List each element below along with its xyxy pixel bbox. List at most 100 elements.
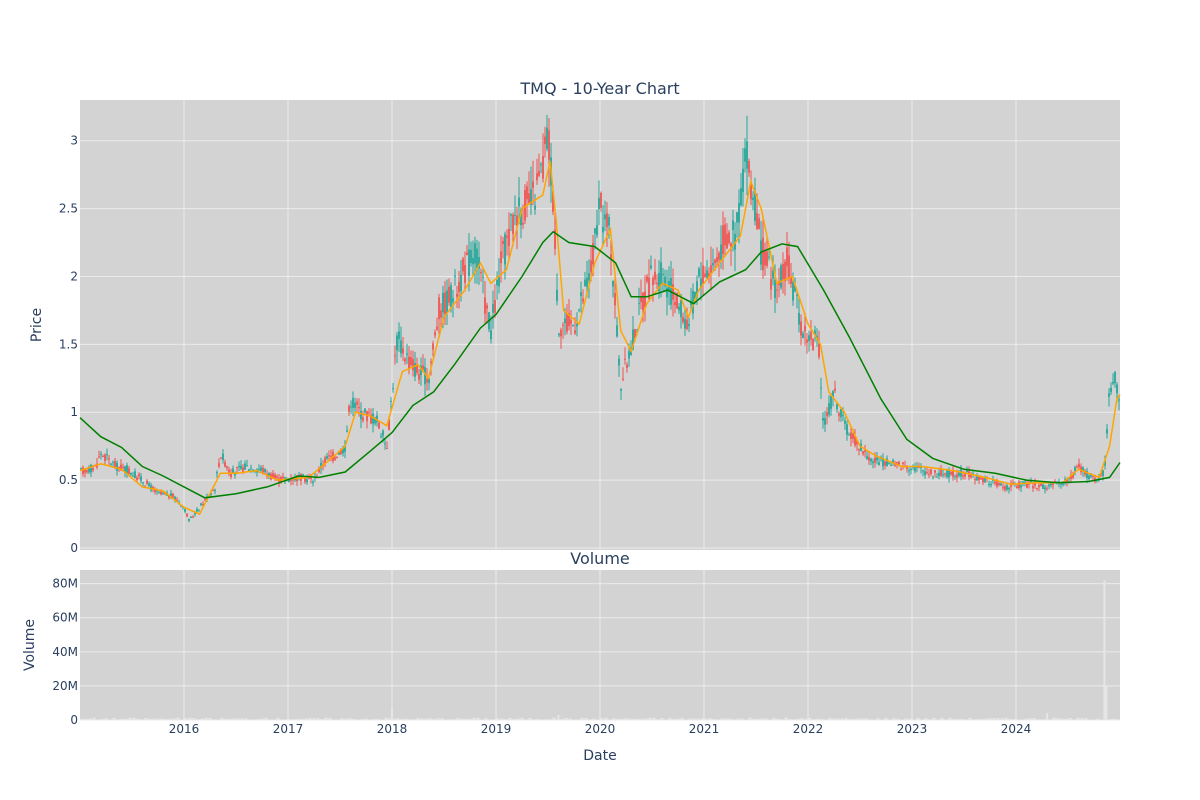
candle [730,241,732,267]
candle [716,247,718,267]
candle [806,333,808,354]
volume-bar [960,718,964,720]
candle [600,191,602,212]
volume-bar [184,718,188,720]
volume-bar [204,717,208,720]
volume-bar [276,717,280,720]
candle [412,350,414,377]
volume-bar [1016,719,1020,720]
candle [224,459,226,468]
candle [1038,482,1040,492]
candle [836,402,838,414]
candle [398,322,400,352]
volume-bar [172,718,176,720]
candle [914,462,916,474]
candle [804,312,806,346]
candle [938,467,940,480]
volume-bar [868,719,872,720]
volume-bar [820,718,824,720]
volume-bar [748,717,752,720]
candle [394,345,396,365]
volume-bar [396,718,400,720]
volume-bar [308,717,312,720]
candle [684,309,686,336]
candle [198,509,200,513]
candle [534,194,536,215]
volume-bar [320,718,324,720]
volume-bar [680,717,684,720]
candle [408,346,410,375]
candle [944,472,946,478]
candle [136,475,138,482]
candle [976,473,978,481]
volume-bar [804,718,808,720]
candle [130,472,132,477]
candle [350,400,352,414]
candle [230,468,232,480]
candle [84,468,86,478]
volume-bar [472,718,476,720]
volume-bar [224,718,228,720]
volume-bar [904,718,908,720]
candle [444,280,446,325]
candle [940,464,942,477]
volume-bar [1048,719,1052,720]
volume-bar [612,718,616,720]
candle [872,458,874,469]
volume-bar [392,718,396,720]
volume-bar [1044,719,1048,720]
candle [562,322,564,339]
volume-y-tick: 60M [52,611,78,625]
candle [798,296,800,333]
volume-bar [548,719,552,720]
volume-bar [648,717,652,720]
volume-bar [504,719,508,720]
volume-bar [756,718,760,720]
volume-spike-bar [557,714,560,720]
candle [148,481,150,488]
volume-bar [528,718,532,720]
candle [742,148,744,207]
candle [1002,483,1004,491]
volume-bar [796,718,800,720]
candle [624,347,626,365]
candle [674,291,676,314]
volume-bar [616,718,620,720]
volume-bar [772,717,776,720]
candle [352,391,354,417]
candle [828,395,830,418]
volume-bar [884,717,888,720]
candle [544,126,546,158]
volume-bar [836,718,840,720]
candle [532,160,534,206]
candle [954,474,956,480]
candle [432,340,434,357]
candle [652,275,654,302]
candle [682,312,684,325]
candle [648,259,650,302]
candle [1080,463,1082,475]
volume-bar [972,719,976,720]
candle [336,456,338,459]
candle [710,246,712,291]
volume-bar [524,719,528,720]
date-x-tick: 2022 [793,722,824,736]
volume-bar [652,717,656,720]
candle [826,407,828,425]
volume-bar [1052,717,1056,720]
candle [580,281,582,313]
candle [698,266,700,279]
candle [1018,479,1020,491]
candle [598,180,600,225]
candle [800,314,802,346]
volume-bar [852,718,856,720]
volume-spike-bar [1046,713,1049,720]
candle [108,455,110,466]
volume-bar [844,717,848,720]
candle [936,472,938,478]
volume-bar [876,718,880,720]
candle [726,223,728,250]
candle [1004,484,1006,493]
candle [1046,485,1048,491]
volume-bar [984,718,988,720]
